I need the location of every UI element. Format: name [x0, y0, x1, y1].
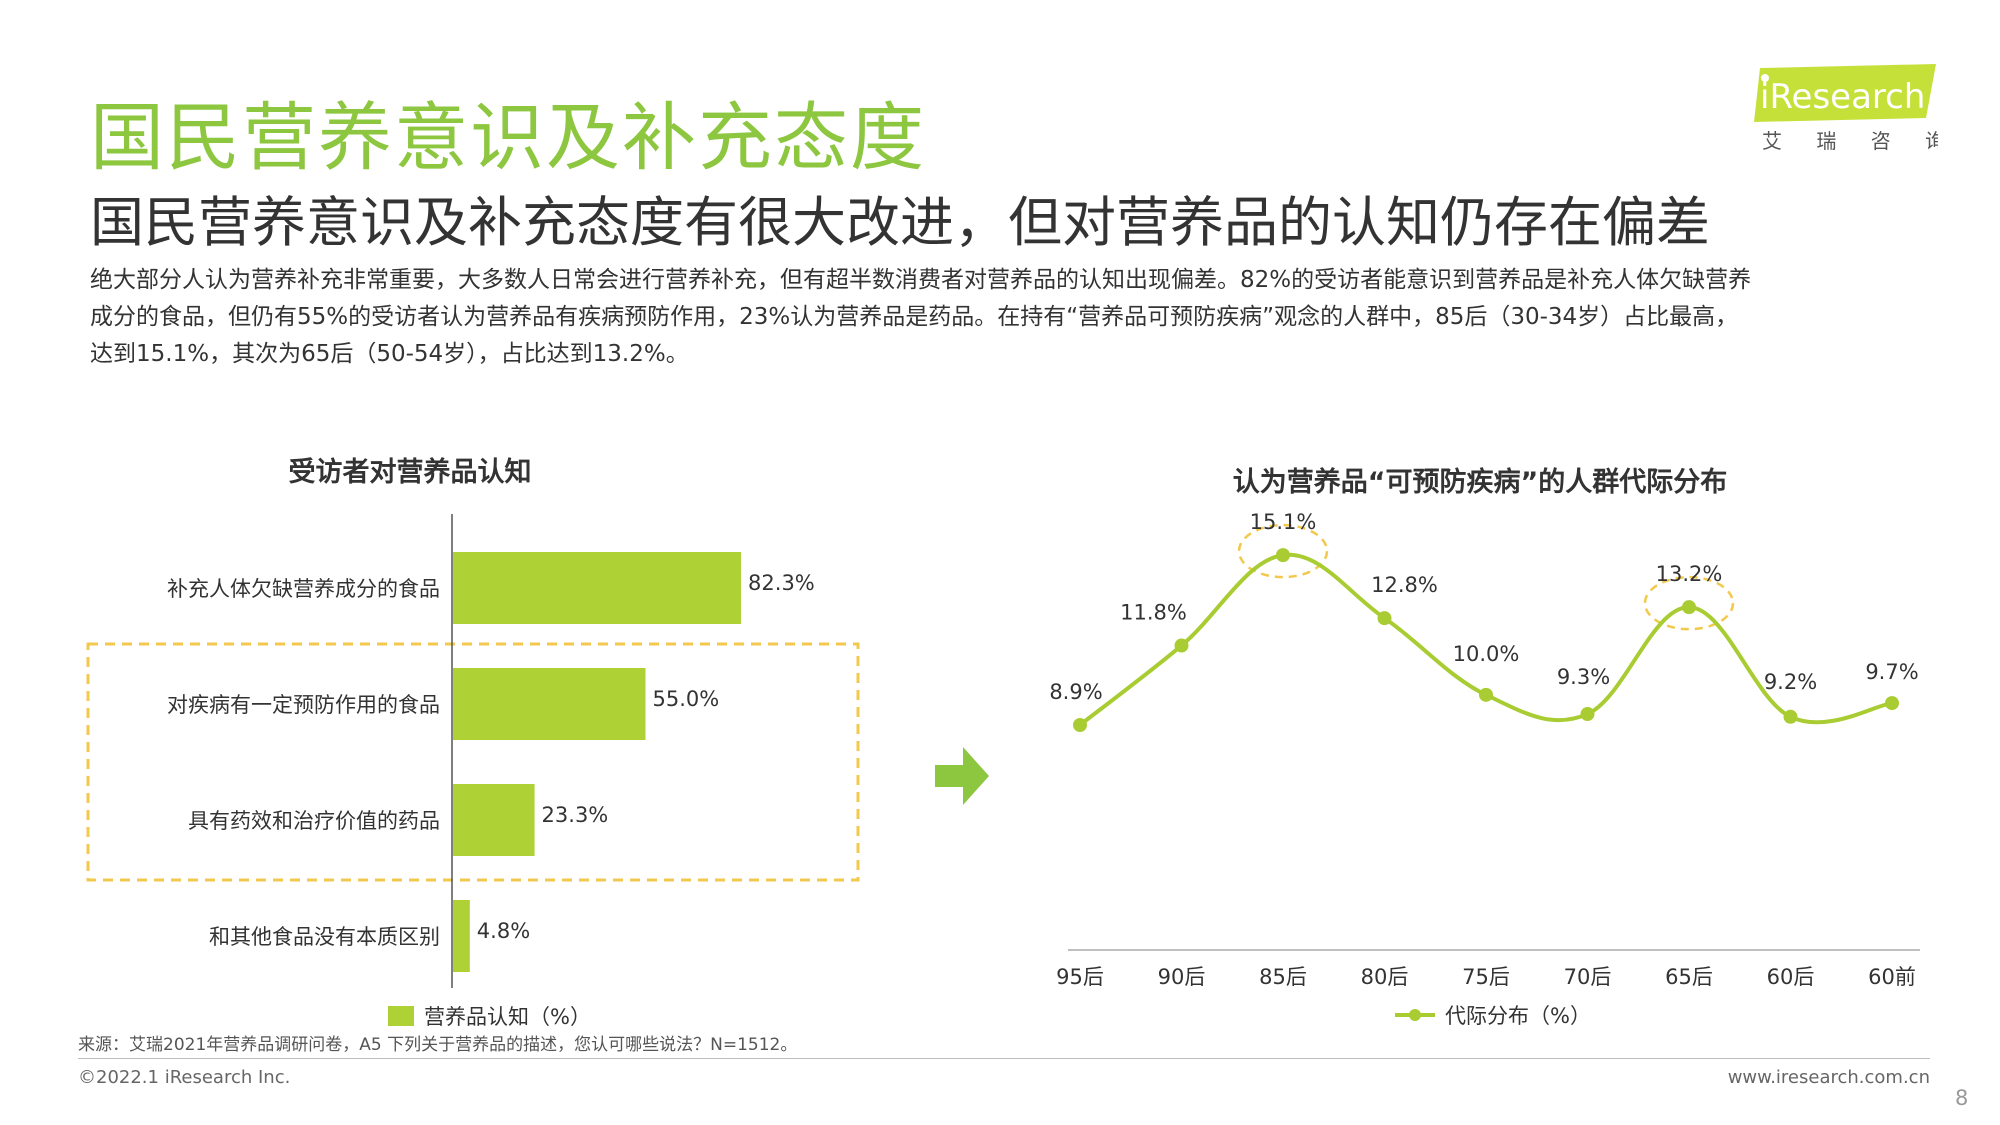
legend-marker — [1409, 1009, 1421, 1021]
copyright: ©2022.1 iResearch Inc. — [78, 1067, 291, 1088]
data-point — [1073, 718, 1087, 732]
line-chart: 8.9% 95后 11.8% 90后 15.1% 85后 12.8% 80后 10.0% 75后 9… — [1049, 510, 1920, 1028]
summary-line: 达到15.1%，其次为65后（50-54岁），占比达到13.2%。 — [90, 341, 689, 367]
data-label: 9.7% — [1865, 660, 1918, 684]
source-note: 来源：艾瑞2021年营养品调研问卷，A5 下列关于营养品的描述，您认可哪些说法？… — [78, 1035, 798, 1055]
footer-divider — [78, 1058, 1930, 1059]
data-label: 9.2% — [1764, 670, 1817, 694]
value-label: 23.3% — [542, 803, 609, 827]
legend-swatch — [388, 1006, 414, 1026]
data-point — [1885, 696, 1899, 711]
bar — [453, 668, 646, 740]
website-link[interactable]: www.iresearch.com.cn — [1727, 1067, 1930, 1088]
data-point — [1174, 638, 1189, 653]
data-label: 13.2% — [1656, 562, 1723, 586]
bar — [453, 552, 742, 624]
logo-dot — [1761, 74, 1769, 82]
page-number: 8 — [1955, 1086, 1969, 1110]
summary-text: 绝大部分人认为营养补充非常重要，大多数人日常会进行营养补充，但有超半数消费者对营… — [90, 262, 1920, 373]
category-label: 和其他食品没有本质区别 — [209, 925, 440, 949]
data-point — [1276, 548, 1290, 563]
bar — [453, 900, 470, 972]
logo-cn: 艾 瑞 咨 询 — [1762, 129, 1938, 153]
value-label: 55.0% — [653, 687, 720, 711]
x-tick-label: 75后 — [1462, 965, 1510, 989]
summary-line: 绝大部分人认为营养补充非常重要，大多数人日常会进行营养补充，但有超半数消费者对营… — [90, 267, 1752, 293]
data-point — [1377, 611, 1392, 626]
x-tick-label: 60前 — [1868, 965, 1916, 989]
logo-brand: iResearch — [1760, 77, 1925, 117]
x-tick-label: 65后 — [1665, 965, 1713, 989]
data-point — [1580, 707, 1595, 722]
highlight-box — [86, 642, 860, 882]
page-title: 国民营养意识及补充态度 — [90, 95, 926, 181]
data-point — [1682, 600, 1696, 615]
x-tick-label: 95后 — [1056, 965, 1104, 989]
x-tick-label: 90后 — [1158, 965, 1206, 989]
summary-line: 成分的食品，但仍有55%的受访者认为营养品有疾病预防作用，23%认为营养品是药品… — [90, 304, 1739, 330]
legend-label: 营养品认知（%） — [424, 1005, 591, 1029]
data-label: 12.8% — [1371, 573, 1438, 597]
data-point — [1783, 709, 1798, 724]
highlight-ellipse — [1237, 523, 1329, 579]
arrow-right-icon — [935, 747, 989, 805]
line-chart-title: 认为营养品“可预防疾病”的人群代际分布 — [1232, 467, 1728, 498]
data-point — [1479, 687, 1493, 702]
bar-chart-title: 受访者对营养品认知 — [288, 457, 532, 488]
legend-label: 代际分布（%） — [1445, 1004, 1591, 1028]
category-label: 具有药效和治疗价值的药品 — [188, 809, 440, 833]
logo-background — [1754, 64, 1936, 122]
page-subtitle: 国民营养意识及补充态度有很大改进，但对营养品的认知仍存在偏差 — [90, 191, 1710, 254]
x-tick-label: 60后 — [1767, 965, 1815, 989]
data-label: 15.1% — [1250, 510, 1317, 534]
x-tick-label: 85后 — [1259, 965, 1307, 989]
category-label: 补充人体欠缺营养成分的食品 — [167, 577, 440, 601]
data-label: 8.9% — [1049, 680, 1102, 704]
value-label: 4.8% — [477, 919, 530, 943]
data-label: 11.8% — [1120, 601, 1187, 625]
data-label: 9.3% — [1557, 665, 1610, 689]
bar — [453, 784, 535, 856]
category-label: 对疾病有一定预防作用的食品 — [167, 693, 440, 717]
x-tick-label: 80后 — [1361, 965, 1409, 989]
value-label: 82.3% — [748, 571, 815, 595]
iresearch-logo: iResearch 艾 瑞 咨 询 — [1754, 64, 1938, 153]
x-tick-label: 70后 — [1564, 965, 1612, 989]
bar-chart: 补充人体欠缺营养成分的食品 82.3% 对疾病有一定预防作用的食品 55.0% 具有药效… — [86, 514, 860, 1029]
data-label: 10.0% — [1453, 642, 1520, 666]
